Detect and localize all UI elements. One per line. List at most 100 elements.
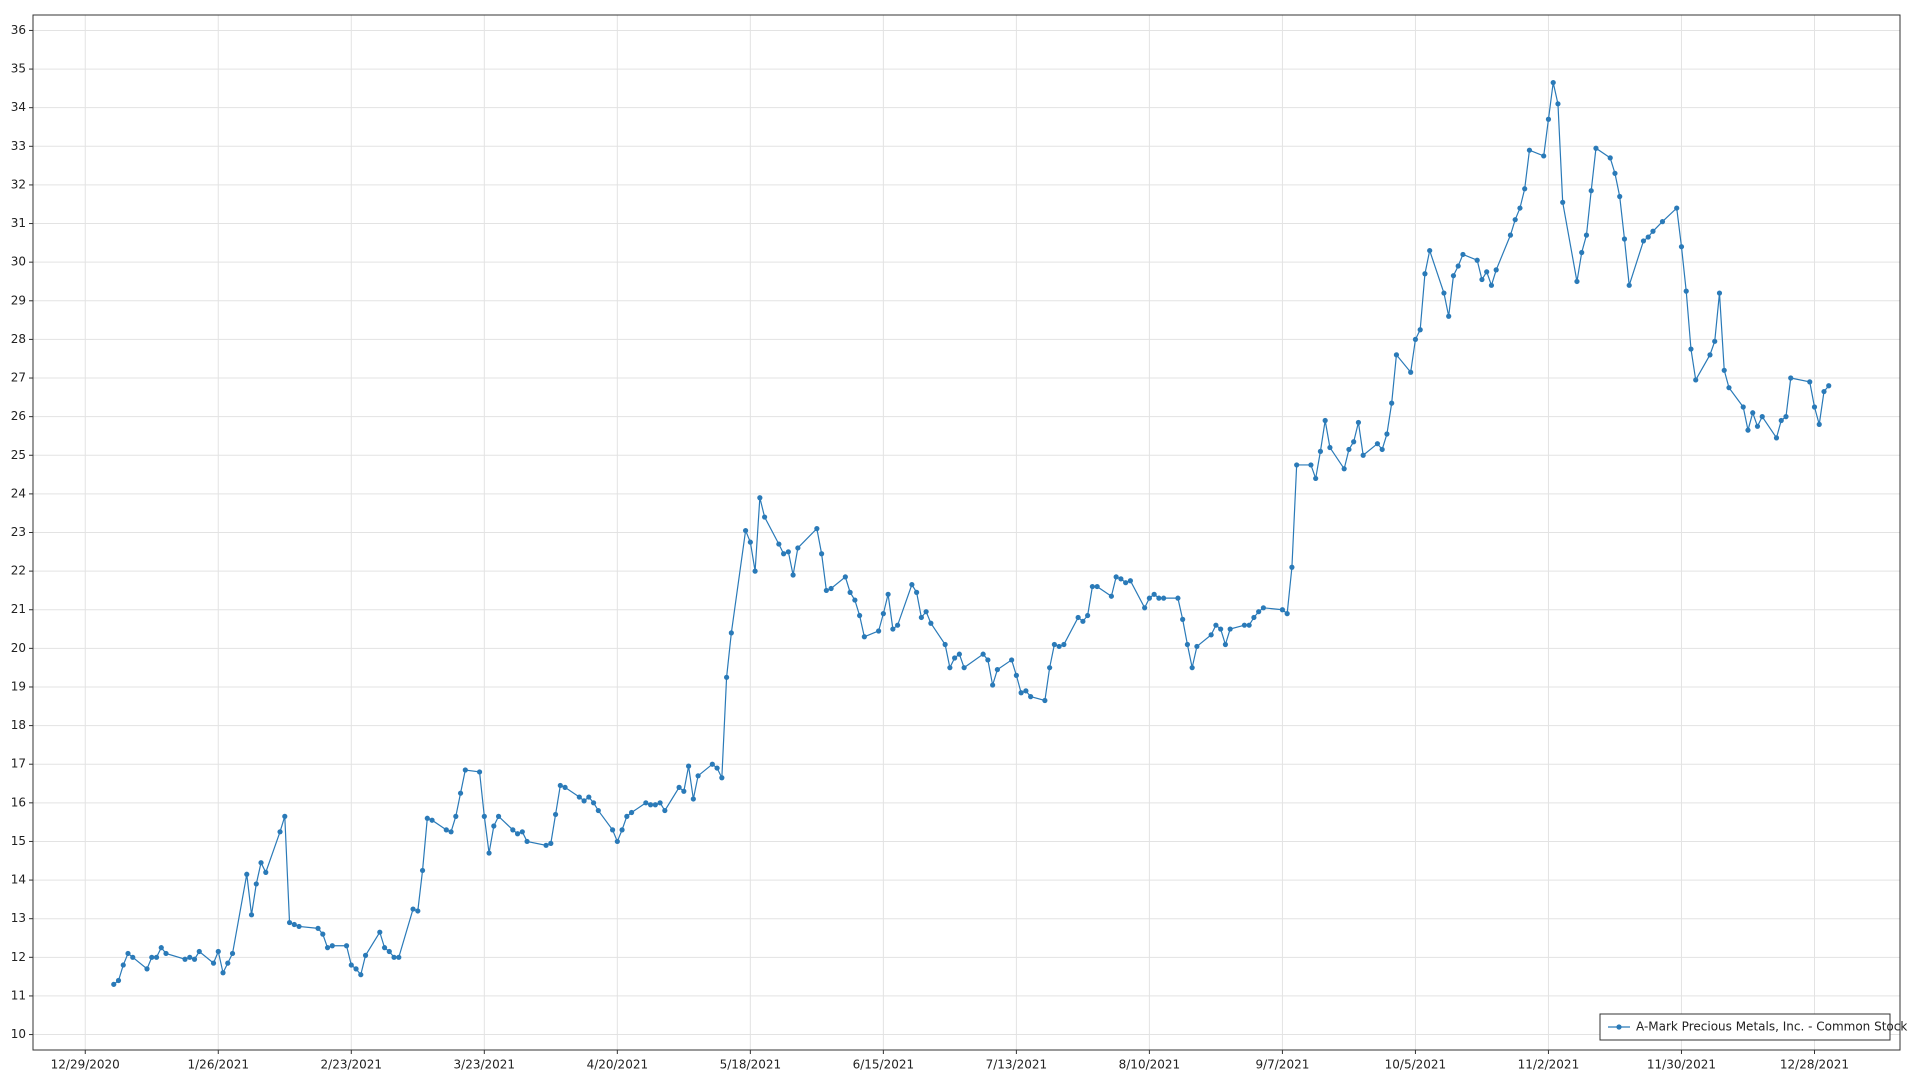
data-point bbox=[353, 966, 359, 972]
data-point bbox=[1317, 448, 1324, 454]
data-point bbox=[191, 956, 198, 962]
data-point bbox=[1759, 414, 1765, 420]
data-point bbox=[125, 950, 131, 957]
data-point bbox=[562, 784, 568, 790]
data-point bbox=[153, 954, 160, 960]
data-point bbox=[880, 611, 886, 617]
data-point bbox=[776, 541, 782, 547]
x-tick-label: 9/7/2021 bbox=[1255, 1058, 1309, 1072]
data-point bbox=[1146, 595, 1152, 601]
data-point bbox=[1479, 276, 1485, 283]
data-point bbox=[1408, 369, 1414, 375]
data-point bbox=[277, 829, 283, 835]
data-point bbox=[652, 802, 658, 808]
y-tick-label: 13 bbox=[11, 911, 26, 925]
y-tick-label: 15 bbox=[11, 834, 26, 848]
data-point bbox=[1279, 607, 1286, 613]
y-tick-label: 17 bbox=[11, 757, 26, 771]
data-point bbox=[1360, 452, 1366, 458]
data-point bbox=[1023, 688, 1029, 694]
data-point bbox=[1108, 593, 1114, 599]
data-point bbox=[1574, 278, 1580, 285]
data-point bbox=[491, 823, 497, 829]
x-tick-label: 11/2/2021 bbox=[1518, 1058, 1580, 1072]
data-point bbox=[1512, 217, 1518, 223]
x-tick-label: 12/29/2020 bbox=[51, 1058, 120, 1072]
data-point bbox=[614, 838, 620, 845]
data-point bbox=[1560, 199, 1566, 205]
data-point bbox=[510, 827, 516, 833]
data-point bbox=[990, 682, 996, 688]
y-tick-label: 22 bbox=[11, 564, 26, 578]
data-point bbox=[1807, 379, 1813, 385]
data-point bbox=[1061, 641, 1067, 648]
data-point bbox=[358, 972, 364, 978]
data-point bbox=[961, 665, 967, 671]
data-point bbox=[220, 970, 226, 976]
data-point bbox=[628, 809, 635, 816]
y-tick-label: 10 bbox=[11, 1027, 26, 1041]
data-point bbox=[258, 860, 264, 866]
data-point bbox=[1327, 444, 1333, 451]
data-point bbox=[819, 551, 825, 557]
data-point bbox=[163, 950, 169, 957]
data-point bbox=[476, 769, 483, 775]
data-point bbox=[956, 651, 962, 657]
data-point bbox=[424, 815, 430, 821]
data-point bbox=[324, 945, 331, 951]
data-point bbox=[229, 950, 236, 957]
data-point bbox=[1355, 419, 1362, 426]
data-point bbox=[595, 807, 601, 814]
data-point bbox=[1626, 282, 1632, 288]
data-point bbox=[557, 782, 563, 789]
data-point bbox=[1484, 269, 1490, 275]
data-point bbox=[1175, 595, 1181, 601]
data-point bbox=[1778, 417, 1784, 424]
data-point bbox=[1227, 626, 1233, 632]
data-point bbox=[918, 614, 924, 621]
x-tick-label: 12/28/2021 bbox=[1780, 1058, 1849, 1072]
data-point bbox=[785, 549, 791, 555]
data-point bbox=[391, 954, 397, 960]
data-point bbox=[1123, 580, 1129, 586]
data-point bbox=[263, 869, 269, 875]
data-point bbox=[676, 784, 682, 790]
data-point bbox=[685, 763, 692, 769]
data-point bbox=[343, 943, 350, 949]
data-point bbox=[842, 574, 848, 580]
data-point bbox=[1583, 232, 1590, 238]
data-point bbox=[861, 634, 867, 640]
data-point bbox=[952, 655, 958, 661]
x-tick-label: 4/20/2021 bbox=[587, 1058, 649, 1072]
data-point bbox=[158, 945, 164, 951]
data-point bbox=[1009, 657, 1015, 663]
data-point bbox=[1374, 441, 1381, 447]
legend-box bbox=[1599, 1013, 1891, 1041]
data-point bbox=[514, 831, 521, 837]
data-point bbox=[586, 794, 592, 800]
data-point bbox=[481, 813, 487, 819]
data-point bbox=[1417, 327, 1423, 333]
data-point bbox=[885, 591, 891, 597]
data-point bbox=[149, 954, 155, 960]
y-tick-label: 32 bbox=[11, 177, 26, 191]
data-point bbox=[1256, 609, 1262, 615]
data-point bbox=[657, 800, 663, 806]
y-tick-label: 23 bbox=[11, 525, 26, 539]
data-point bbox=[985, 657, 991, 663]
x-tick-label: 7/13/2021 bbox=[986, 1058, 1048, 1072]
data-point bbox=[823, 587, 829, 594]
data-point bbox=[1127, 578, 1133, 584]
x-tick-label: 6/15/2021 bbox=[853, 1058, 915, 1072]
data-point bbox=[1712, 338, 1718, 344]
data-point bbox=[857, 612, 863, 619]
data-point bbox=[1094, 583, 1100, 590]
y-tick-label: 33 bbox=[11, 139, 26, 153]
data-point bbox=[1080, 618, 1086, 624]
x-tick-label: 2/23/2021 bbox=[321, 1058, 383, 1072]
data-point bbox=[1222, 641, 1229, 648]
data-point bbox=[714, 765, 720, 771]
data-point bbox=[1085, 612, 1091, 619]
y-tick-label: 18 bbox=[11, 718, 26, 732]
